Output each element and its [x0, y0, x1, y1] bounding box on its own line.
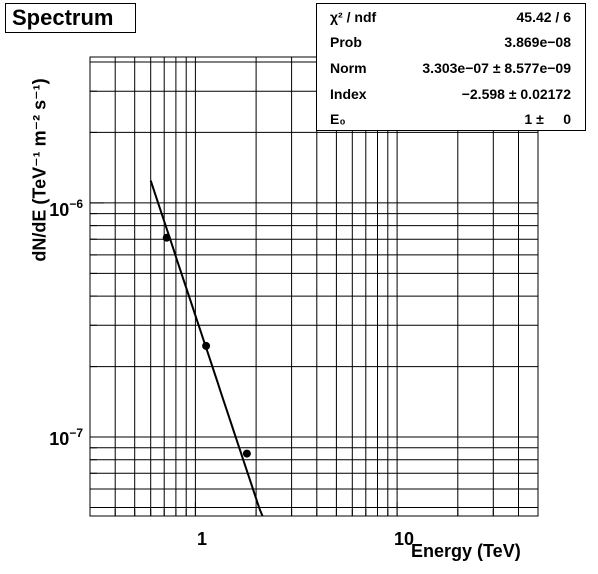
stats-name-index: Index	[330, 86, 367, 102]
data-point-3	[242, 449, 251, 458]
fit-stats-box: χ² / ndf 45.42 / 6 Prob 3.869e−08 Norm 3…	[316, 3, 586, 131]
stats-name-norm: Norm	[330, 60, 367, 76]
y-tick-label-1e-7: 10−7	[49, 426, 83, 449]
x-tick-label-1: 1	[197, 529, 207, 549]
stats-row-prob: Prob 3.869e−08	[317, 29, 585, 54]
data-point-1	[162, 233, 171, 242]
stats-value-chi2: 45.42 / 6	[516, 9, 572, 25]
stats-value-e0: 1 ± 0	[524, 111, 571, 127]
y-axis-label: dN/dE (TeV⁻¹ m⁻² s⁻¹)	[29, 78, 50, 262]
stats-name-chi2: χ² / ndf	[330, 9, 377, 25]
stats-name-e0: E₀	[330, 111, 346, 127]
stats-row-index: Index −2.598 ± 0.02172	[317, 81, 585, 106]
axis-ticks	[89, 61, 519, 516]
data-points	[162, 233, 251, 458]
stats-row-chi2: χ² / ndf 45.42 / 6	[317, 4, 585, 29]
y-tick-label-1e-6: 10−6	[49, 197, 83, 220]
stats-row-norm: Norm 3.303e−07 ± 8.577e−09	[317, 55, 585, 80]
stats-value-prob: 3.869e−08	[504, 34, 571, 50]
plot-frame	[89, 56, 539, 517]
stats-value-index: −2.598 ± 0.02172	[461, 86, 571, 102]
chart-title: Spectrum	[5, 3, 136, 33]
x-axis-label: Energy (TeV)	[411, 541, 521, 561]
x-tick-label-10: 10	[394, 529, 414, 549]
stats-value-norm: 3.303e−07 ± 8.577e−09	[422, 60, 571, 76]
stats-name-prob: Prob	[330, 34, 362, 50]
stats-row-e0: E₀ 1 ± 0	[317, 106, 585, 131]
data-point-2	[202, 341, 211, 350]
